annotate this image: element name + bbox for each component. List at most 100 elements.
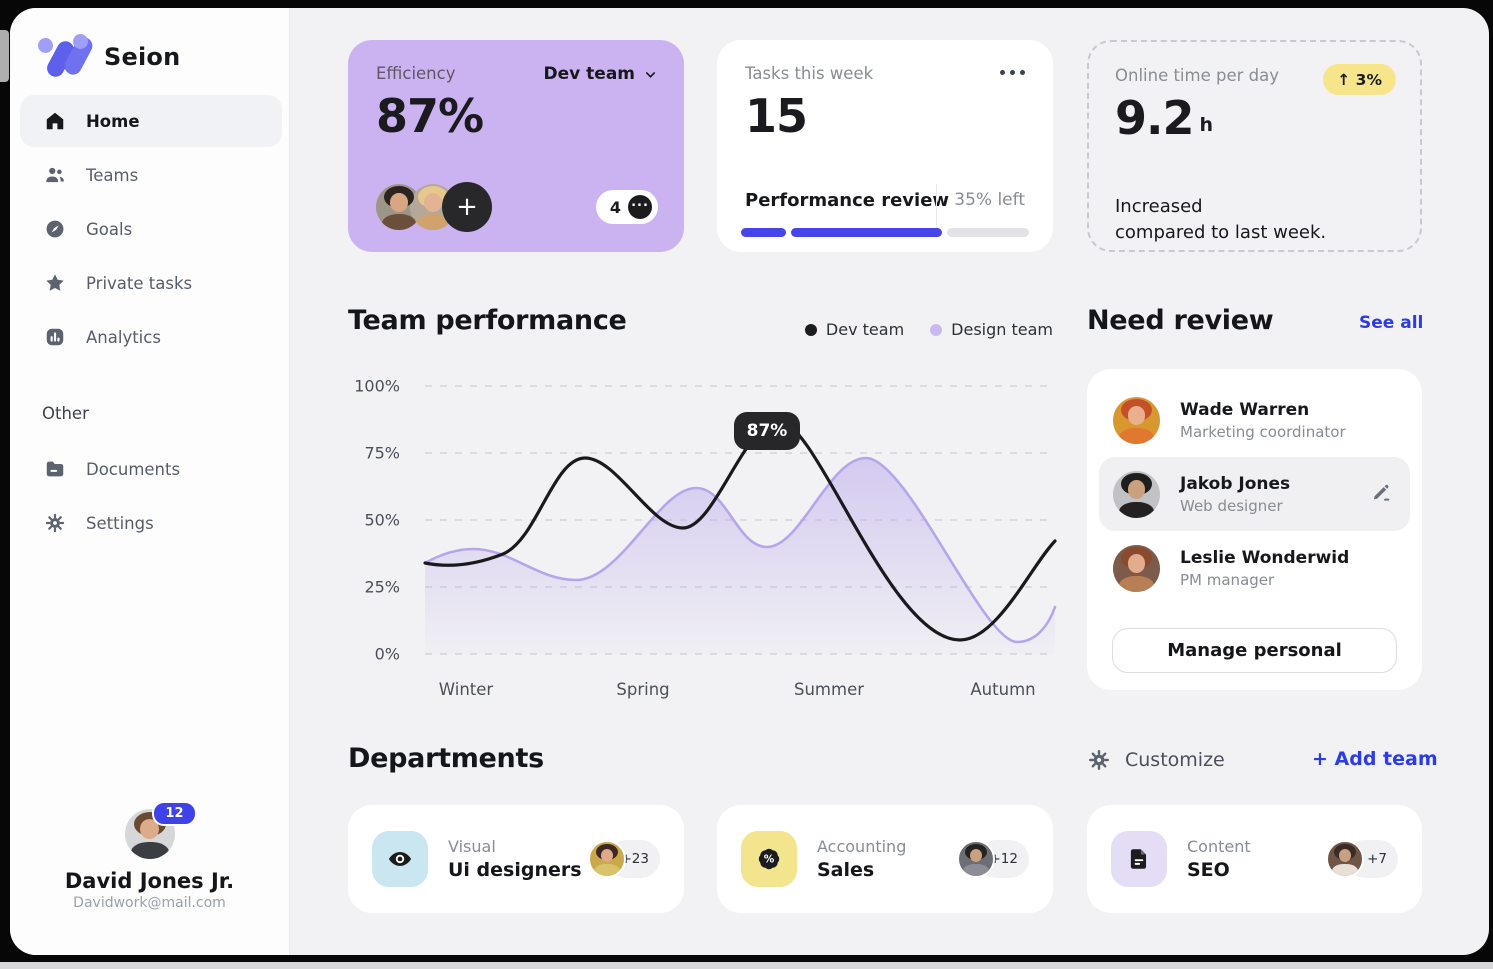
- svg-text:%: %: [764, 854, 775, 866]
- background-window-edge: [0, 30, 9, 82]
- need-review-title: Need review: [1087, 305, 1274, 336]
- sidebar-item-analytics[interactable]: Analytics: [20, 311, 282, 363]
- seion-logo-icon: [38, 34, 96, 80]
- avatar: [957, 840, 995, 878]
- online-time-card: Online time per day ↑ 3% 9.2 h Increased…: [1087, 40, 1422, 252]
- online-time-note: Increased compared to last week.: [1115, 196, 1327, 244]
- design-team-area: [425, 458, 1055, 654]
- team-performance-chart: 100% 75% 50% 25% 0%: [348, 376, 1057, 706]
- department-card-visual[interactable]: Visual Ui designers +23: [348, 805, 684, 913]
- sidebar-item-settings[interactable]: Settings: [20, 497, 282, 549]
- discount-badge-icon: %: [741, 831, 797, 887]
- person-row-wade[interactable]: Wade Warren Marketing coordinator: [1099, 383, 1410, 457]
- design-team-line: [423, 456, 1057, 644]
- app-name: Seion: [104, 43, 181, 71]
- home-icon: [44, 110, 66, 132]
- task-progress-bar: [741, 228, 1029, 237]
- x-tick: Summer: [793, 680, 865, 699]
- y-tick: 50%: [364, 510, 400, 530]
- legend-dev-team[interactable]: Dev team: [804, 320, 904, 339]
- delta-badge: ↑ 3%: [1323, 64, 1396, 95]
- add-team-link[interactable]: + Add team: [1312, 748, 1438, 770]
- tasks-card: Tasks this week 15 Performance review 35…: [717, 40, 1053, 252]
- departments-title: Departments: [348, 743, 544, 774]
- department-name: Ui designers: [448, 859, 582, 881]
- sidebar-item-documents[interactable]: Documents: [20, 443, 282, 495]
- department-card-accounting[interactable]: % Accounting Sales +12: [717, 805, 1053, 913]
- star-icon: [44, 272, 66, 294]
- see-all-link[interactable]: See all: [1359, 313, 1424, 333]
- document-icon: [1111, 831, 1167, 887]
- task-name: Performance review: [745, 190, 950, 211]
- department-category: Accounting: [817, 837, 907, 856]
- efficiency-card: Efficiency Dev team 87% + 4: [348, 40, 684, 252]
- person-name: Wade Warren: [1180, 399, 1310, 420]
- eye-icon: [372, 831, 428, 887]
- sidebar-item-private-tasks[interactable]: Private tasks: [20, 257, 282, 309]
- app-logo: Seion: [38, 34, 180, 80]
- department-category: Visual: [448, 837, 496, 856]
- avatar: [1113, 544, 1160, 592]
- sidebar-item-label: Documents: [86, 459, 181, 479]
- sidebar-item-label: Settings: [86, 513, 154, 533]
- user-profile[interactable]: 12 David Jones Jr. Davidwork@mail.com: [10, 801, 289, 911]
- gear-icon: [44, 512, 66, 534]
- divider: [935, 184, 937, 230]
- edit-icon[interactable]: [1370, 481, 1392, 507]
- y-tick: 75%: [364, 443, 400, 463]
- sidebar-item-label: Teams: [86, 165, 139, 185]
- compass-icon: [44, 218, 66, 240]
- app-window: Seion Home Teams Goals Private tasks: [10, 8, 1489, 955]
- department-name: SEO: [1187, 859, 1230, 881]
- folder-icon: [44, 458, 66, 480]
- comments-pill[interactable]: 4: [595, 190, 658, 224]
- chevron-down-icon: [645, 71, 656, 78]
- legend-dot: [804, 323, 817, 336]
- chart-legend: Dev team Design team: [785, 320, 1053, 339]
- sidebar-item-label: Private tasks: [86, 273, 193, 293]
- department-card-content[interactable]: Content SEO +7: [1087, 805, 1422, 913]
- avatar: [1113, 470, 1160, 518]
- bar-chart-icon: [44, 326, 66, 348]
- efficiency-value: 87%: [376, 89, 484, 143]
- y-tick: 25%: [364, 577, 400, 597]
- sidebar-item-label: Home: [86, 111, 140, 131]
- member-avatar[interactable]: [376, 184, 422, 230]
- sidebar-item-home[interactable]: Home: [20, 95, 282, 147]
- user-name: David Jones Jr.: [64, 869, 235, 893]
- department-category: Content: [1187, 837, 1251, 856]
- progress-segment-done: [791, 228, 942, 237]
- sidebar-item-goals[interactable]: Goals: [20, 203, 282, 255]
- legend-design-team[interactable]: Design team: [930, 320, 1053, 339]
- person-role: Marketing coordinator: [1180, 422, 1346, 441]
- comment-count: 4: [609, 197, 621, 217]
- team-selector-dropdown[interactable]: Dev team: [544, 64, 658, 84]
- customize-label: Customize: [1125, 749, 1225, 771]
- tasks-label: Tasks this week: [745, 64, 874, 83]
- team-selector-value: Dev team: [543, 64, 635, 84]
- person-role: Web designer: [1180, 496, 1283, 515]
- avatar: [588, 840, 626, 878]
- user-email: Davidwork@mail.com: [73, 895, 226, 911]
- person-row-leslie[interactable]: Leslie Wonderwid PM manager: [1099, 531, 1410, 605]
- dev-team-line: [423, 419, 1057, 642]
- progress-segment-done: [741, 228, 786, 237]
- need-review-card: Wade Warren Marketing coordinator Jakob …: [1087, 369, 1422, 690]
- teams-icon: [44, 164, 66, 186]
- customize-button[interactable]: Customize: [1087, 748, 1225, 772]
- sidebar: Seion Home Teams Goals Private tasks: [10, 8, 290, 955]
- person-row-jakob[interactable]: Jakob Jones Web designer: [1099, 457, 1410, 531]
- online-time-label: Online time per day: [1115, 66, 1279, 85]
- chart-tooltip: 87%: [734, 412, 800, 450]
- chart-plot-area: 87%: [423, 385, 1057, 655]
- sidebar-item-teams[interactable]: Teams: [20, 149, 282, 201]
- more-options-icon[interactable]: [1000, 70, 1025, 75]
- manage-personal-button[interactable]: Manage personal: [1112, 628, 1397, 673]
- person-role: PM manager: [1180, 570, 1275, 589]
- person-name: Leslie Wonderwid: [1180, 547, 1350, 568]
- x-tick: Autumn: [970, 680, 1036, 699]
- online-time-value: 9.2: [1115, 91, 1194, 145]
- progress-segment-remaining: [947, 228, 1029, 237]
- notification-badge: 12: [152, 801, 197, 826]
- add-member-button[interactable]: +: [442, 182, 492, 232]
